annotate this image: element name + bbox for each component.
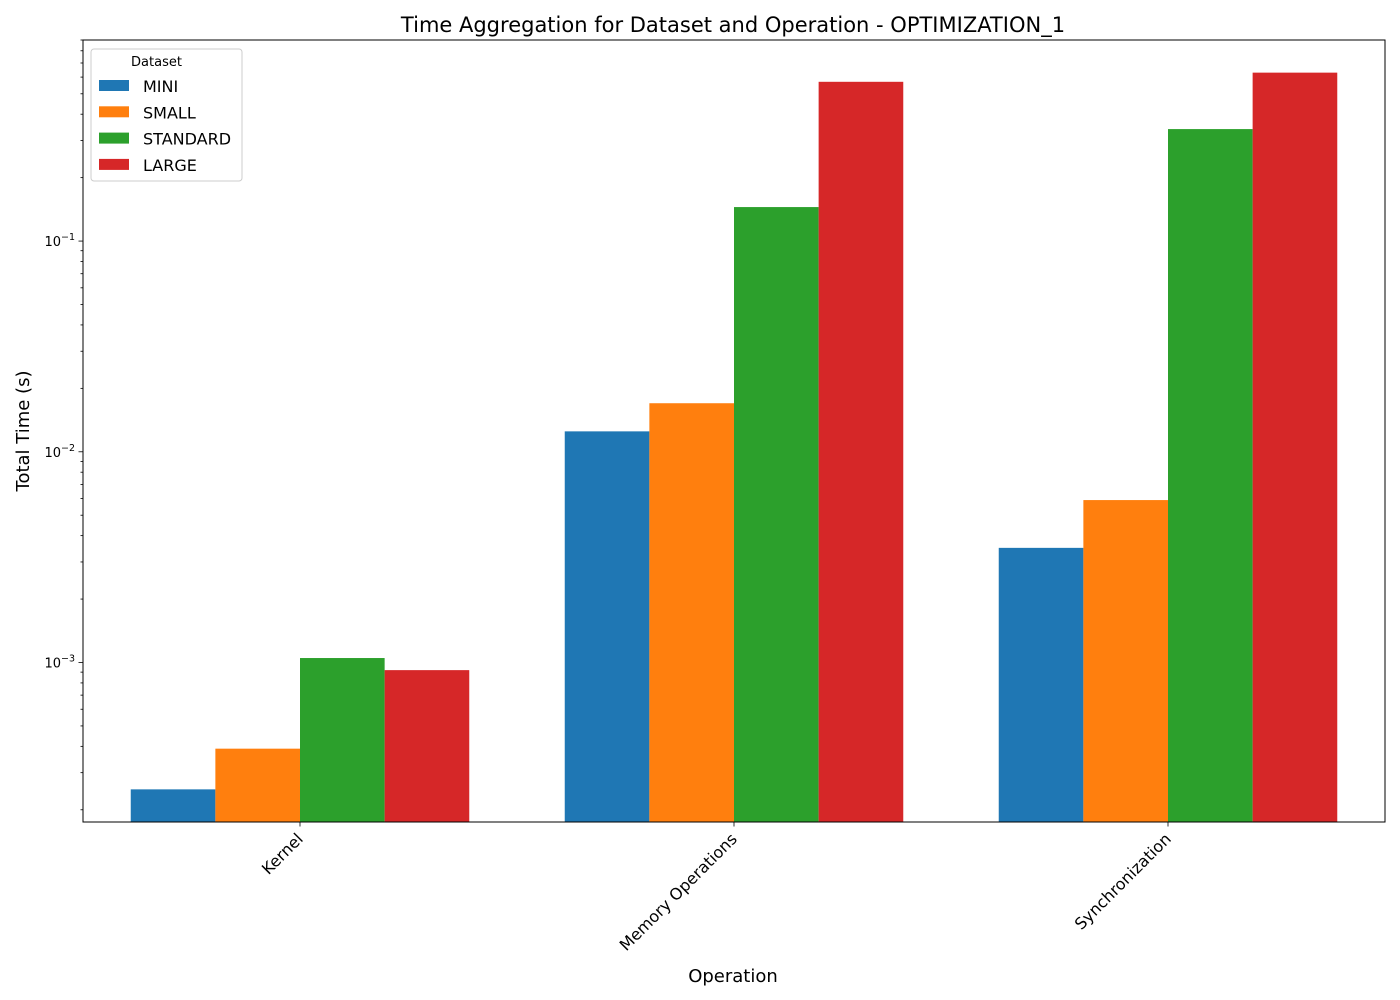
y-tick-label: 10−1 [44, 232, 75, 250]
x-tick-label: Kernel [258, 829, 307, 878]
bar-small-kernel [215, 748, 300, 822]
y-tick-label: 10−3 [44, 653, 75, 671]
legend-swatch-small [99, 106, 129, 118]
y-axis-label: Total Time (s) [13, 371, 34, 493]
legend-title: Dataset [131, 55, 182, 70]
x-axis-label: Operation [688, 966, 778, 987]
legend-label-large: LARGE [143, 156, 197, 175]
bar-standard-kernel [300, 658, 385, 822]
bar-mini-kernel [130, 789, 216, 822]
plot-area: 10−3 10−2 10−1 Kernel Memory Operations Synch… [44, 39, 1386, 955]
bar-large-synchronization [1252, 72, 1338, 822]
bar-mini-memory-operations [564, 431, 650, 822]
y-tick-label: 10−2 [44, 443, 75, 461]
chart-title: Time Aggregation for Dataset and Operati… [400, 13, 1065, 38]
bar-large-memory-operations [818, 81, 904, 823]
legend-label-standard: STANDARD [143, 130, 231, 149]
bar-standard-synchronization [1168, 129, 1253, 822]
legend-swatch-large [99, 158, 129, 170]
legend-label-small: SMALL [143, 103, 196, 122]
x-tick-label: Memory Operations [616, 829, 741, 954]
bar-small-memory-operations [649, 403, 734, 822]
x-tick-label: Synchronization [1071, 829, 1175, 933]
bar-standard-memory-operations [734, 207, 819, 822]
legend: Dataset MINI SMALL STANDARD LARGE [90, 48, 243, 182]
legend-label-mini: MINI [143, 77, 178, 96]
bar-small-synchronization [1083, 500, 1168, 822]
legend-swatch-standard [99, 132, 129, 144]
legend-swatch-mini [99, 80, 129, 91]
bar-large-kernel [384, 670, 470, 822]
bar-mini-synchronization [998, 547, 1084, 822]
